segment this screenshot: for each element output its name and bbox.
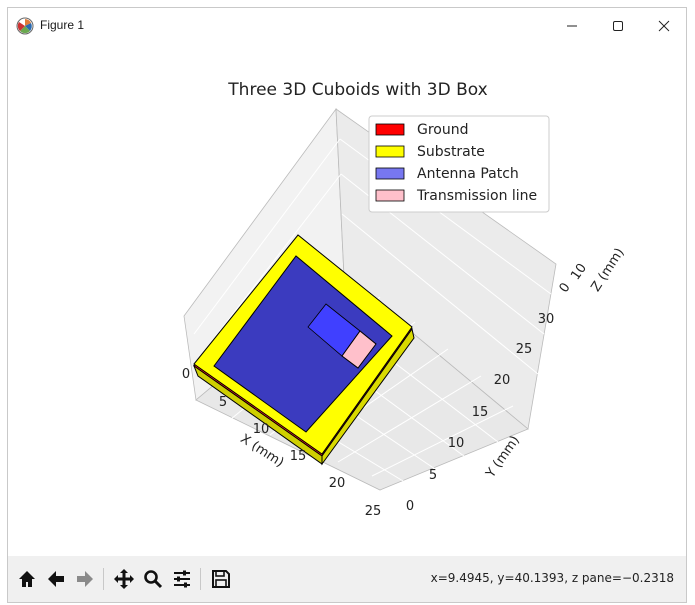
x-tick-label: 10 [253, 422, 270, 437]
back-button[interactable] [43, 565, 69, 593]
y-tick-label: 25 [516, 342, 533, 357]
minimize-icon [567, 25, 577, 27]
x-ticks: 0 5 10 15 20 25 [182, 367, 381, 519]
save-icon [212, 570, 230, 588]
forward-icon [77, 571, 93, 587]
legend-swatch-transmission-line [375, 189, 405, 202]
transmission-line [341, 330, 377, 369]
maximize-button[interactable] [595, 8, 641, 44]
x-tick-label: 0 [182, 367, 190, 382]
legend-label: Ground [417, 122, 469, 138]
pan-button[interactable] [111, 565, 137, 593]
maximize-icon [613, 21, 623, 31]
x-tick-label: 20 [329, 476, 346, 491]
zoom-icon [144, 570, 163, 589]
legend-box [368, 115, 550, 213]
y-tick-label: 10 [448, 436, 465, 451]
z-axis-label: Z (mm) [589, 246, 628, 295]
close-button[interactable] [641, 8, 686, 44]
configure-subplots-button[interactable] [169, 565, 195, 593]
antenna-patch [213, 255, 393, 433]
matplotlib-icon [16, 17, 34, 35]
back-icon [48, 571, 64, 587]
figure-window: Figure 1 Three 3D Cuboids with 3D Box [7, 7, 687, 603]
cursor-coordinates: x=9.4945, y=40.1393, z pane=−0.2318 [430, 571, 674, 585]
substrate-side-right [321, 327, 415, 466]
toolbar-separator [103, 568, 104, 590]
configure-icon [174, 570, 190, 588]
x-tick-label: 25 [365, 504, 382, 519]
title-bar: Figure 1 [8, 8, 686, 44]
z-tick-label: 10 [568, 261, 590, 283]
legend-label: Transmission line [416, 188, 537, 204]
legend-swatch-ground [375, 123, 405, 136]
chart-title: Three 3D Cuboids with 3D Box [227, 80, 487, 100]
close-icon [658, 20, 670, 32]
y-tick-label: 15 [472, 405, 489, 420]
home-button[interactable] [14, 565, 40, 593]
y-tick-label: 20 [494, 373, 511, 388]
pan-icon [114, 569, 134, 589]
legend-label: Antenna Patch [417, 166, 519, 182]
legend: Ground Substrate Antenna Patch Transmiss… [368, 115, 550, 213]
forward-button[interactable] [72, 565, 98, 593]
z-ticks: 0 10 [557, 261, 590, 296]
figure-canvas[interactable]: Three 3D Cuboids with 3D Box [8, 44, 686, 556]
zoom-button[interactable] [140, 565, 166, 593]
x-tick-label: 15 [290, 449, 307, 464]
y-tick-label: 5 [429, 468, 437, 483]
x-tick-label: 5 [219, 395, 227, 410]
navigation-toolbar: x=9.4945, y=40.1393, z pane=−0.2318 [8, 556, 686, 602]
toolbar-separator [200, 568, 201, 590]
y-tick-label: 30 [538, 312, 555, 327]
legend-swatch-antenna-patch [375, 167, 405, 180]
save-button[interactable] [208, 565, 234, 593]
legend-label: Substrate [417, 144, 485, 160]
y-tick-label: 0 [406, 499, 414, 514]
minimize-button[interactable] [549, 8, 595, 44]
home-icon [19, 571, 35, 587]
y-ticks: 0 5 10 15 20 25 30 [406, 312, 554, 514]
legend-swatch-substrate [375, 145, 405, 158]
z-tick-label: 0 [557, 280, 574, 295]
window-title: Figure 1 [40, 18, 85, 32]
plot-3d: Three 3D Cuboids with 3D Box [182, 80, 628, 519]
